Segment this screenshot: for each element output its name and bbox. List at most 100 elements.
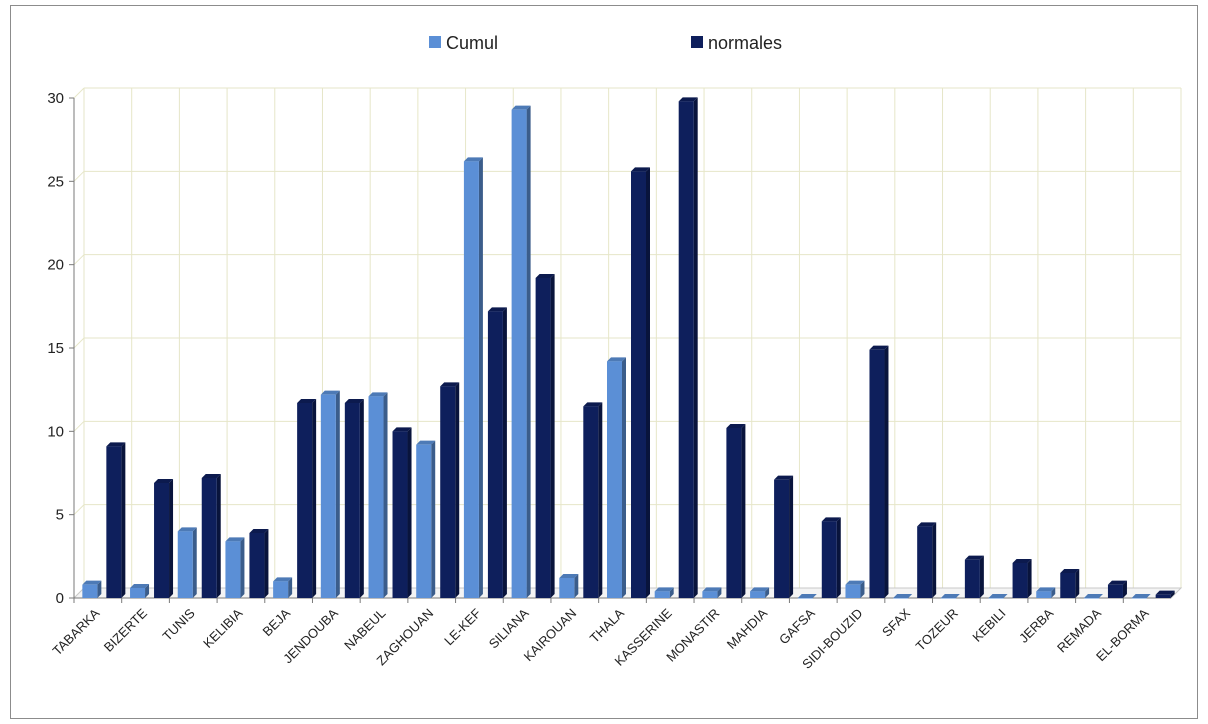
bar-normales-zaghouan <box>440 382 460 598</box>
bar-side <box>240 537 245 598</box>
bar-top <box>297 399 317 403</box>
bar-front <box>249 533 265 598</box>
bar-normales-beja <box>297 399 317 598</box>
bar-top <box>1107 580 1127 585</box>
bar-top <box>273 577 293 582</box>
bar-front <box>988 598 1004 599</box>
bar-cumul-beja <box>273 577 293 598</box>
bar-side <box>836 517 841 598</box>
bar-front <box>273 581 289 598</box>
bar-top <box>893 594 913 598</box>
bar-front <box>177 531 193 598</box>
bar-side <box>765 587 770 598</box>
bar-cumul-le-kef <box>463 157 483 599</box>
bar-front <box>130 588 146 598</box>
bar-cumul-kasserine <box>654 587 674 598</box>
bar-cumul-monastir <box>702 587 722 598</box>
bar-front <box>440 386 456 598</box>
bar-top <box>845 580 865 585</box>
bar-top <box>1131 594 1151 598</box>
bar-side <box>932 522 937 598</box>
bar-side <box>574 574 579 598</box>
bar-top <box>631 167 650 172</box>
bar-front <box>797 598 813 599</box>
bar-side <box>622 357 626 598</box>
bar-top <box>702 587 722 592</box>
bar-front <box>535 278 551 598</box>
bar-side <box>1051 587 1056 598</box>
x-tick-label: KELIBIA <box>200 605 246 651</box>
bar-front <box>392 431 408 598</box>
x-tick-label: BEJA <box>260 605 294 639</box>
bar-top <box>154 479 174 483</box>
bar-front <box>1012 563 1028 598</box>
bar-normales-kasserine <box>678 97 698 598</box>
bar-top <box>487 307 507 312</box>
bar-top <box>750 587 770 592</box>
bar-top <box>82 580 102 585</box>
bar-front <box>368 396 384 598</box>
bar-cumul-kebili <box>988 594 1008 599</box>
bar-front <box>678 101 694 598</box>
bar-side <box>669 587 674 598</box>
bar-normales-sidi-bouzid <box>869 345 889 598</box>
x-tick-label: KEBILI <box>969 606 1008 645</box>
bar-front <box>702 591 718 598</box>
bar-cumul-kelibia <box>225 537 245 598</box>
bar-cumul-jerba <box>1036 587 1056 598</box>
bar-front <box>607 361 622 598</box>
bar-cumul-mahdia <box>750 587 770 598</box>
bar-side <box>192 527 197 598</box>
bar-side <box>741 424 746 598</box>
bar-cumul-nabeul <box>368 392 388 598</box>
bar-normales-monastir <box>726 424 746 598</box>
x-tick-label: TOZEUR <box>913 606 961 654</box>
bar-cumul-zaghouan <box>416 440 436 598</box>
bar-side <box>264 529 269 598</box>
bar-normales-jendouba <box>344 399 364 598</box>
bar-side <box>526 105 531 599</box>
bar-side <box>1122 580 1127 598</box>
bar-front <box>1107 584 1123 598</box>
bar-side <box>1075 569 1080 598</box>
chart-frame: 0 5 10 15 20 25 30 TABARKA BIZERTE TUNIS KELIBIA BE… <box>10 5 1198 719</box>
bar-top <box>559 574 579 578</box>
y-tick-label: 20 <box>47 257 64 274</box>
bar-normales-jerba <box>1060 569 1080 598</box>
bar-front <box>631 171 646 599</box>
bar-layer <box>82 97 1175 599</box>
bar-normales-le-kef <box>487 307 507 598</box>
bar-normales-gafsa <box>821 517 841 598</box>
x-tick-label: SILIANA <box>486 605 532 651</box>
bar-top <box>583 402 603 407</box>
bar-top <box>797 594 817 598</box>
bar-side <box>717 587 722 598</box>
bar-side <box>478 157 483 599</box>
bar-normales-tozeur <box>964 555 984 598</box>
bar-side <box>145 584 150 598</box>
bar-top <box>201 474 221 478</box>
bar-side <box>288 577 293 598</box>
bar-front <box>154 483 170 598</box>
bar-side <box>169 479 174 598</box>
bar-side <box>789 475 794 598</box>
grid-line-side <box>73 337 85 349</box>
bar-front <box>344 403 360 598</box>
bar-front <box>201 478 217 598</box>
bar-normales-siliana <box>535 274 555 598</box>
bar-side <box>97 580 102 598</box>
x-tick-label: REMADA <box>1054 605 1104 655</box>
bar-normales-el-borma <box>1155 590 1175 598</box>
bar-side <box>359 399 364 598</box>
bar-side <box>860 580 865 598</box>
bar-side <box>550 274 555 598</box>
bar-front <box>869 349 885 598</box>
bar-top <box>344 399 364 403</box>
grid-layer <box>72 87 1183 599</box>
bar-front <box>416 444 432 598</box>
x-tick-label: TUNIS <box>160 605 198 643</box>
grid-line-side <box>73 87 85 99</box>
bar-top <box>726 424 746 428</box>
bar-side <box>121 442 126 598</box>
bar-top <box>774 475 794 480</box>
